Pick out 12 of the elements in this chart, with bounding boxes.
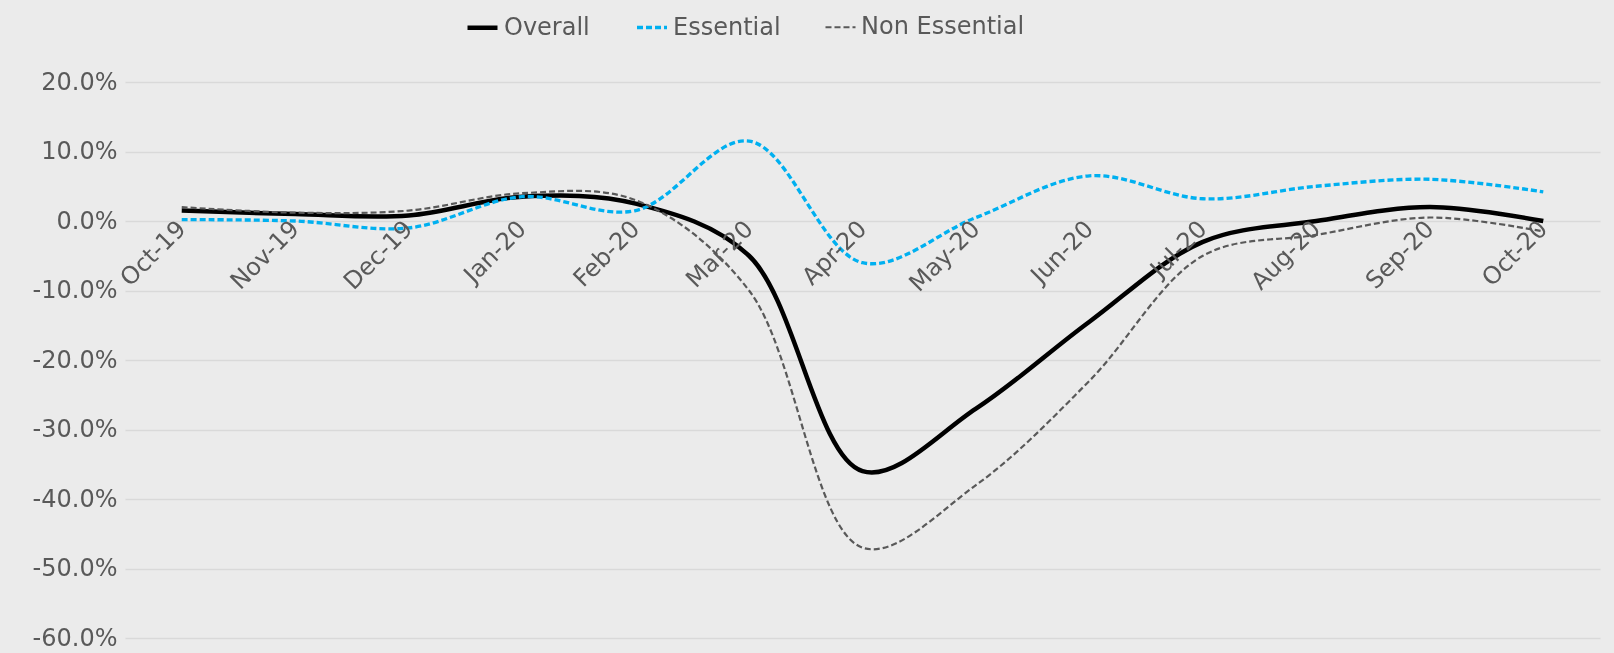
y-tick-label: 20.0% — [41, 67, 118, 96]
y-tick-label: 0.0% — [56, 206, 118, 235]
legend-label: Essential — [673, 12, 781, 41]
legend-label: Non Essential — [861, 12, 1025, 41]
y-tick-label: 10.0% — [41, 137, 118, 165]
legend-label: Overall — [504, 12, 590, 41]
y-tick-label: -30.0% — [32, 415, 118, 443]
y-tick-label: -40.0% — [32, 484, 118, 513]
y-tick-label: -20.0% — [32, 345, 118, 374]
y-tick-label: -50.0% — [32, 554, 118, 582]
y-tick-label: -10.0% — [32, 276, 118, 304]
y-tick-label: -60.0% — [32, 623, 118, 652]
